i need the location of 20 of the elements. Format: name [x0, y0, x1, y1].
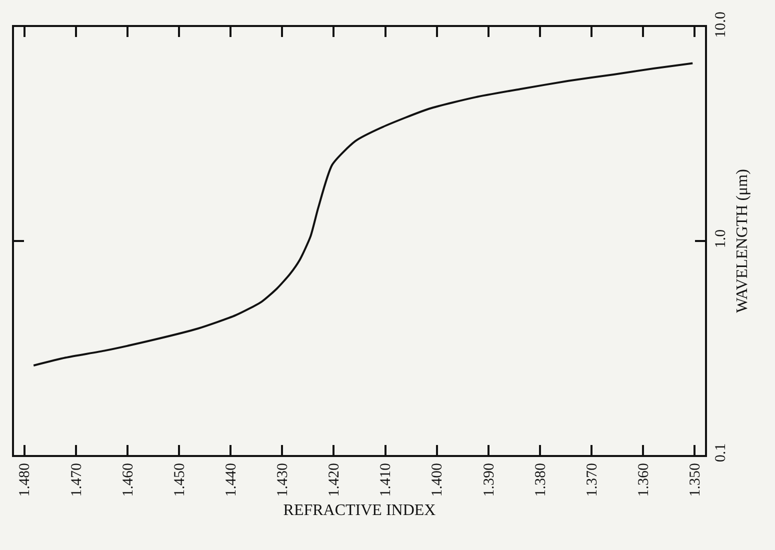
x-axis-title: REFRACTIVE INDEX — [283, 502, 436, 519]
y-tick-label: 1.0 — [713, 229, 729, 248]
x-tick-label: 1.480 — [17, 463, 34, 497]
x-tick-label: 1.470 — [68, 463, 85, 497]
x-tick-label: 1.420 — [326, 463, 343, 497]
x-tick-label: 1.380 — [532, 463, 549, 497]
x-tick-label: 1.370 — [584, 463, 600, 497]
y-axis-title: WAVELENGTH (μm) — [734, 169, 752, 313]
x-tick-label: 1.430 — [275, 463, 292, 497]
x-tick-label: 1.360 — [636, 463, 652, 497]
x-tick-label: 1.450 — [172, 463, 188, 497]
x-tick-label: 1.410 — [378, 463, 394, 497]
line-series — [32, 62, 694, 366]
y-tick-label: 0.1 — [713, 443, 729, 462]
x-tick-label: 1.400 — [430, 463, 446, 497]
x-tick-label: 1.350 — [688, 463, 704, 497]
y-tick-label: 10.0 — [713, 12, 729, 38]
x-tick-label: 1.460 — [120, 463, 136, 497]
x-tick-label: 1.390 — [481, 463, 498, 497]
x-tick-label: 1.440 — [223, 463, 240, 497]
